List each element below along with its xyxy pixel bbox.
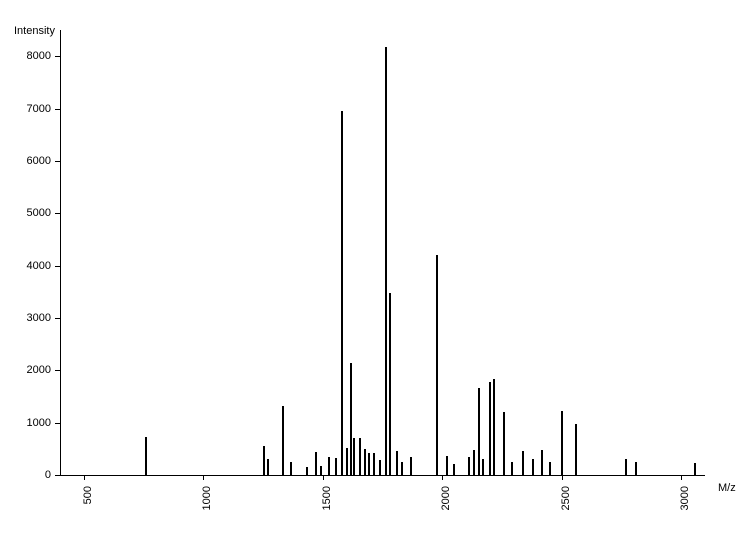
spectrum-peak [473, 450, 475, 475]
spectrum-peak [489, 382, 491, 475]
spectrum-peak [436, 255, 438, 475]
y-axis-title: Intensity [14, 25, 55, 37]
spectrum-peak [635, 462, 637, 475]
spectrum-peak [482, 459, 484, 475]
spectrum-peak [282, 406, 284, 475]
spectrum-peak [511, 462, 513, 475]
y-tick-label: 2000 [0, 364, 51, 376]
x-tick [562, 475, 563, 480]
x-tick-label: 1000 [201, 486, 213, 510]
spectrum-peak [694, 463, 696, 475]
spectrum-peak [389, 293, 391, 475]
spectrum-peak [306, 467, 308, 475]
x-tick [681, 475, 682, 480]
x-axis [60, 475, 705, 476]
x-tick-label: 2500 [560, 486, 572, 510]
y-axis [60, 30, 61, 475]
spectrum-peak [575, 424, 577, 475]
spectrum-peak [353, 438, 355, 475]
spectrum-peak [145, 437, 147, 475]
x-tick [203, 475, 204, 480]
y-tick [55, 423, 60, 424]
spectrum-peak [625, 459, 627, 475]
y-tick [55, 370, 60, 371]
y-tick-label: 1000 [0, 417, 51, 429]
x-tick [84, 475, 85, 480]
spectrum-peak [561, 411, 563, 475]
spectrum-peak [341, 111, 343, 475]
y-tick-label: 0 [0, 469, 51, 481]
mass-spectrum-chart: Intensity M/z 0 1000 2000 3000 4000 5000 6000 7… [0, 0, 750, 540]
spectrum-peak [328, 457, 330, 475]
spectrum-peak [468, 457, 470, 475]
y-tick [55, 161, 60, 162]
spectrum-peak [493, 379, 495, 475]
spectrum-peak [396, 451, 398, 475]
y-tick-label: 4000 [0, 260, 51, 272]
spectrum-peak [290, 462, 292, 475]
spectrum-peak [446, 456, 448, 475]
y-tick-label: 5000 [0, 207, 51, 219]
x-tick-label: 3000 [679, 486, 691, 510]
spectrum-peak [335, 458, 337, 475]
spectrum-peak [522, 451, 524, 475]
y-tick [55, 109, 60, 110]
y-tick-label: 8000 [0, 50, 51, 62]
y-tick-label: 7000 [0, 103, 51, 115]
spectrum-peak [267, 459, 269, 475]
spectrum-peak [478, 388, 480, 475]
spectrum-peak [410, 457, 412, 475]
spectrum-peak [549, 462, 551, 475]
spectrum-peak [385, 47, 387, 475]
spectrum-peak [346, 448, 348, 475]
spectrum-peak [320, 466, 322, 475]
spectrum-peak [532, 459, 534, 475]
x-tick-label: 2000 [440, 486, 452, 510]
spectrum-peak [350, 363, 352, 475]
x-tick [442, 475, 443, 480]
y-tick [55, 475, 60, 476]
y-tick-label: 6000 [0, 155, 51, 167]
y-tick [55, 266, 60, 267]
spectrum-peak [373, 453, 375, 475]
spectrum-peak [401, 462, 403, 475]
spectrum-peak [359, 438, 361, 475]
y-tick [55, 56, 60, 57]
y-tick-label: 3000 [0, 312, 51, 324]
spectrum-peak [263, 446, 265, 475]
x-tick-label: 1500 [321, 486, 333, 510]
x-tick [323, 475, 324, 480]
spectrum-peak [379, 460, 381, 475]
spectrum-peak [315, 452, 317, 475]
spectrum-peak [453, 464, 455, 475]
y-tick [55, 318, 60, 319]
x-axis-title: M/z [718, 482, 736, 494]
spectrum-peak [541, 450, 543, 475]
spectrum-peak [364, 449, 366, 475]
spectrum-peak [368, 453, 370, 475]
y-tick [55, 213, 60, 214]
x-tick-label: 500 [82, 486, 94, 504]
spectrum-peak [503, 412, 505, 475]
